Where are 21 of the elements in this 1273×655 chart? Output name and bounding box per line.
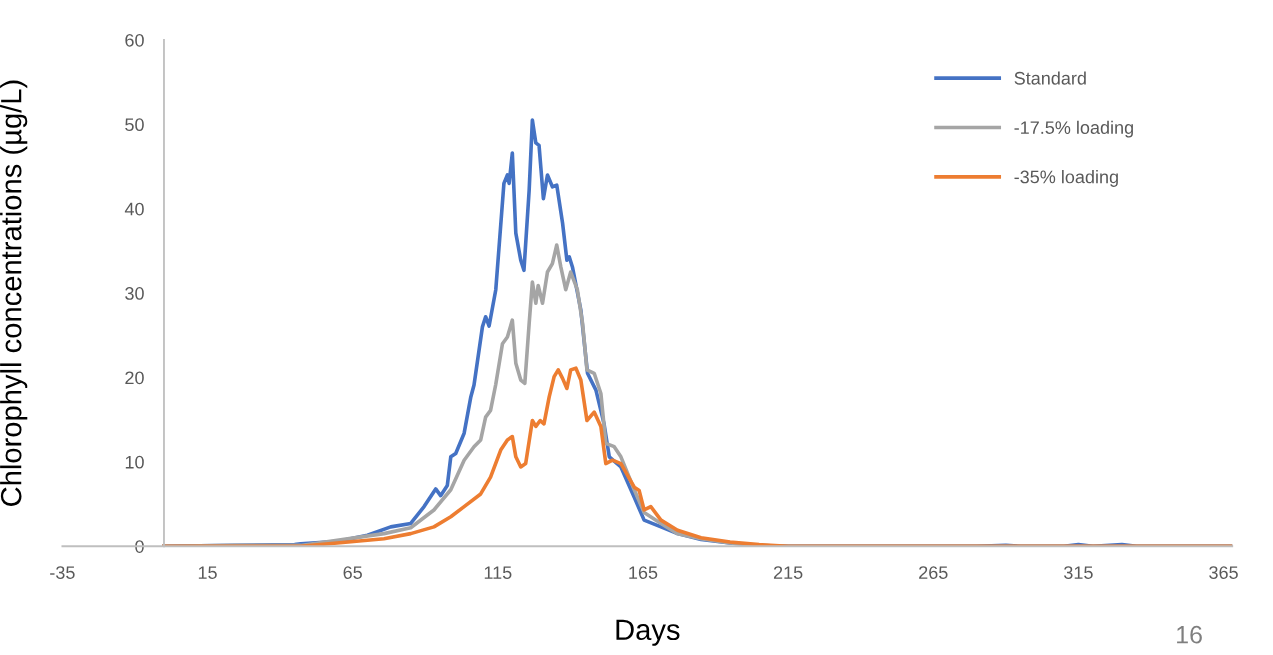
- y-tick-label: 60: [125, 33, 144, 47]
- y-tick-label: 30: [125, 287, 144, 300]
- legend-label: -17.5% loading: [1014, 120, 1133, 138]
- y-tick-label: 40: [124, 202, 144, 216]
- x-tick-label: 115: [484, 566, 512, 579]
- x-axis-title: Days: [616, 619, 680, 646]
- x-tick-label: -35: [50, 566, 75, 579]
- x-tick-label: 365: [1209, 566, 1238, 579]
- y-tick-label: 20: [125, 371, 144, 385]
- x-tick-label: 265: [919, 566, 948, 579]
- y-tick-label: 50: [125, 118, 144, 132]
- x-tick-label: 15: [198, 566, 217, 579]
- x-tick-label: 165: [629, 566, 658, 579]
- y-axis-title: Chlorophyll concentrations (µg/L): [0, 80, 28, 506]
- legend-label: -35% loading: [1014, 170, 1118, 187]
- x-tick-label: 65: [343, 566, 362, 579]
- x-tick-label: 315: [1064, 566, 1093, 579]
- x-tick-label: 215: [773, 566, 803, 579]
- text: 16: [1177, 625, 1202, 644]
- legend-label: Standard: [1014, 71, 1086, 85]
- y-tick-label: 10: [125, 455, 144, 469]
